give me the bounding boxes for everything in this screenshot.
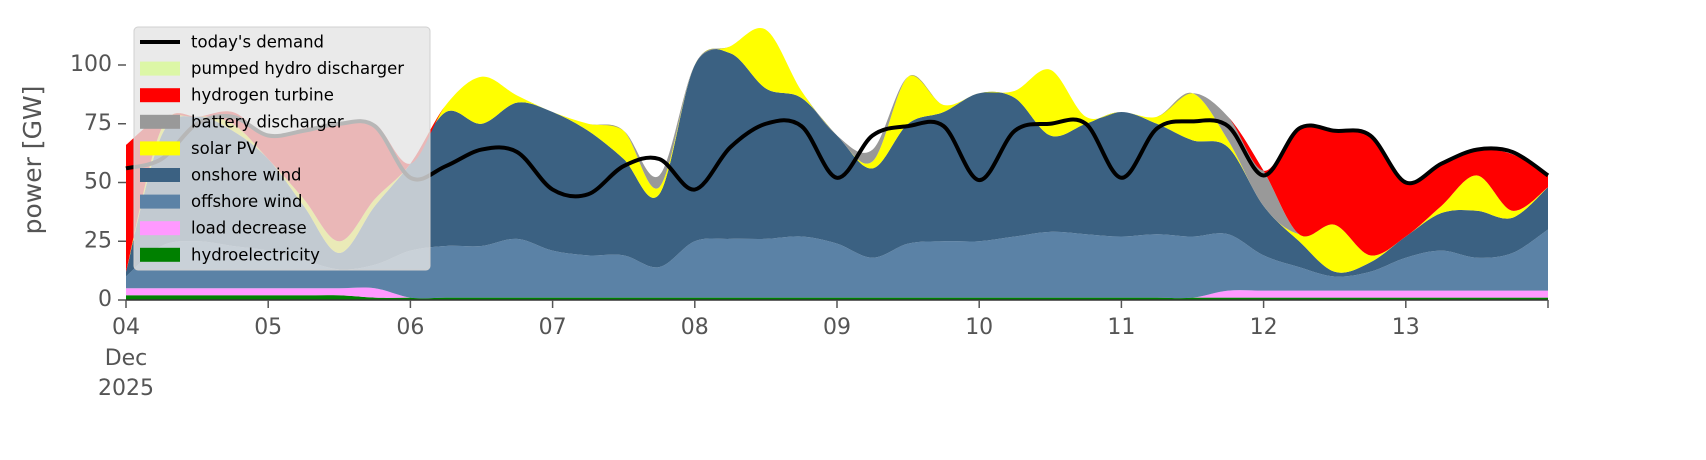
x-tick-label: 11 [1107,315,1135,340]
legend-swatch [140,168,180,182]
legend-label: hydrogen turbine [191,86,334,105]
area [126,27,1548,273]
x-date-label: Dec [105,346,148,371]
legend-label: load decrease [191,219,307,238]
x-tick-label: 07 [539,315,567,340]
legend-swatch [140,114,180,129]
legend-label: hydroelectricity [191,245,320,264]
legend-swatch [140,221,180,236]
legend-label: pumped hydro discharger [191,59,404,78]
legend-label: onshore wind [191,166,302,185]
legend-label: today's demand [191,33,324,52]
legend-swatch [140,194,180,209]
x-tick-label: 10 [965,315,993,340]
x-tick-label: 09 [823,315,851,340]
legend-box [133,26,431,271]
area [126,48,1548,277]
area [126,295,1548,300]
area [126,287,1548,299]
legend-swatch [140,141,180,156]
y-tick-label: 25 [84,228,112,253]
x-tick-label: 13 [1392,315,1420,340]
y-tick-label: 100 [70,52,112,77]
legend-label: solar PV [191,139,258,158]
x-tick-label: 12 [1250,315,1278,340]
area [126,229,1548,299]
y-tick-label: 0 [98,287,112,312]
y-axis-label: power [GW] [18,86,47,235]
legend-swatch [140,61,180,76]
y-tick-label: 50 [84,170,112,195]
legend-swatch [140,247,180,262]
legend-label: offshore wind [191,192,302,211]
y-tick-label: 75 [84,111,112,136]
legend: today's demand pumped hydro discharger hyd… [133,26,431,271]
legend-swatch [140,88,180,103]
x-tick-label: 08 [681,315,709,340]
x-tick-label: 05 [254,315,282,340]
x-tick-label: 04 [112,315,140,340]
x-date-label: 2025 [98,376,154,401]
legend-label: battery discharger [191,112,344,131]
x-tick-label: 06 [396,315,424,340]
